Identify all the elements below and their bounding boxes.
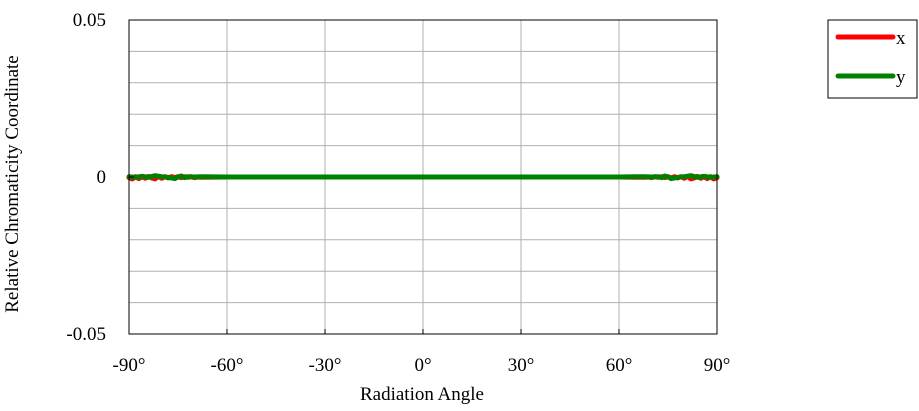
y-tick-label: -0.05 (66, 324, 106, 345)
x-tick-label: 30° (508, 355, 535, 376)
legend-label-y: y (896, 67, 906, 88)
x-tick-label: -30° (309, 355, 342, 376)
x-tick-label: -90° (113, 355, 146, 376)
x-tick-label: 60° (606, 355, 633, 376)
x-tick-label: 0° (414, 355, 431, 376)
legend-box (827, 19, 918, 99)
axis-ticks (128, 19, 718, 335)
legend: x y (827, 19, 918, 99)
y-tick-label: 0 (97, 167, 107, 188)
x-tick-labels: -90° -60° -30° 0° 30° 60° 90° (113, 355, 731, 376)
x-axis-title: Radiation Angle (360, 384, 484, 405)
x-tick-label: -60° (211, 355, 244, 376)
y-tick-label: 0.05 (73, 10, 106, 31)
y-axis-title: Relative Chromaticity Coordinate (2, 55, 23, 313)
series-line-y (126, 173, 720, 182)
series-lines (126, 173, 720, 182)
x-tick-label: 90° (704, 355, 731, 376)
legend-label-x: x (896, 28, 906, 49)
y-tick-labels: 0.05 0 -0.05 (66, 10, 106, 345)
